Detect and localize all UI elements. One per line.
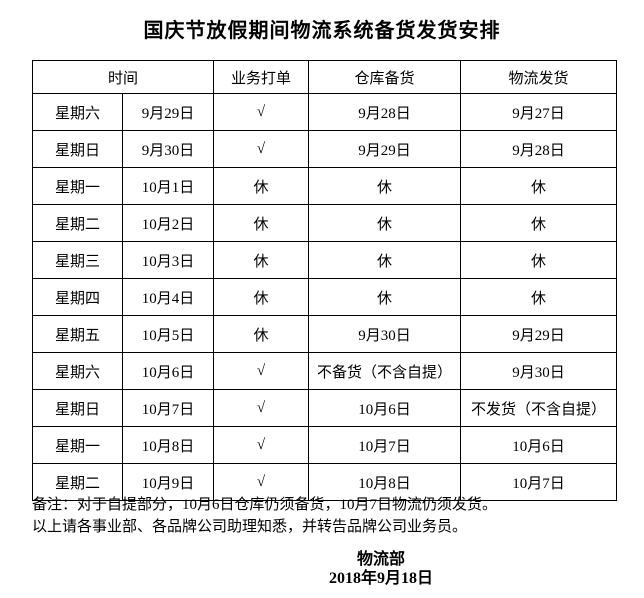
- order-cell: 休: [213, 278, 310, 316]
- day-cell: 星期一: [32, 167, 123, 205]
- header-cell-time: 时间: [31, 60, 215, 94]
- warehouse-cell: 不备货（不含自提）: [308, 352, 462, 390]
- warehouse-cell: 9月28日: [308, 93, 462, 131]
- order-cell: 休: [213, 167, 310, 205]
- date-cell: 10月9日: [121, 463, 215, 501]
- table-row: 星期日 9月30日 √ 9月29日 9月28日: [32, 130, 618, 168]
- shipping-cell: 9月27日: [460, 93, 618, 131]
- order-cell: 休: [213, 241, 310, 279]
- order-cell: √: [213, 352, 310, 390]
- date-cell: 10月6日: [121, 352, 215, 390]
- schedule-table: 时间 业务打单 仓库备货 物流发货 星期六 9月29日 √ 9月28日 9月27…: [31, 60, 618, 501]
- date-cell: 10月3日: [121, 241, 215, 279]
- day-cell: 星期五: [32, 315, 123, 353]
- header-cell-order: 业务打单: [213, 60, 310, 94]
- warehouse-cell: 休: [308, 241, 462, 279]
- signature-date: 2018年9月18日: [328, 570, 433, 587]
- table-row: 星期二 10月9日 √ 10月8日 10月7日: [32, 463, 618, 501]
- date-cell: 9月30日: [121, 130, 215, 168]
- order-cell: 休: [213, 315, 310, 353]
- warehouse-cell: 9月29日: [308, 130, 462, 168]
- table-row: 星期一 10月1日 休 休 休: [32, 167, 618, 205]
- header-cell-warehouse: 仓库备货: [308, 60, 462, 94]
- header-cell-shipping: 物流发货: [460, 60, 618, 94]
- order-cell: √: [213, 93, 310, 131]
- date-cell: 10月8日: [121, 426, 215, 464]
- warehouse-cell: 10月8日: [308, 463, 462, 501]
- order-cell: √: [213, 389, 310, 427]
- signature-block: 物流部 2018年9月18日: [259, 550, 503, 588]
- shipping-cell: 9月29日: [460, 315, 618, 353]
- order-cell: 休: [213, 204, 310, 242]
- remark-line-1: 备注：对于自提部分，10月6日仓库仍须备货，10月7日物流仍须发货。: [32, 497, 498, 513]
- order-cell: √: [213, 130, 310, 168]
- table-row: 星期二 10月2日 休 休 休: [32, 204, 618, 242]
- date-cell: 10月5日: [121, 315, 215, 353]
- day-cell: 星期六: [32, 352, 123, 390]
- table-row: 星期六 10月6日 √ 不备货（不含自提） 9月30日: [32, 352, 618, 390]
- warehouse-cell: 10月6日: [308, 389, 462, 427]
- warehouse-cell: 休: [308, 204, 462, 242]
- date-cell: 10月1日: [121, 167, 215, 205]
- shipping-cell: 休: [460, 204, 618, 242]
- table-row: 星期一 10月8日 √ 10月7日 10月6日: [32, 426, 618, 464]
- day-cell: 星期一: [32, 426, 123, 464]
- date-cell: 10月4日: [121, 278, 215, 316]
- table-row: 星期四 10月4日 休 休 休: [32, 278, 618, 316]
- shipping-cell: 10月7日: [460, 463, 618, 501]
- remarks-block: 备注：对于自提部分，10月6日仓库仍须备货，10月7日物流仍须发货。 以上请各事…: [32, 494, 622, 538]
- day-cell: 星期日: [32, 130, 123, 168]
- date-cell: 10月2日: [121, 204, 215, 242]
- shipping-cell: 10月6日: [460, 426, 618, 464]
- page-title: 国庆节放假期间物流系统备货发货安排: [143, 20, 501, 42]
- day-cell: 星期四: [32, 278, 123, 316]
- date-cell: 10月7日: [121, 389, 215, 427]
- shipping-cell: 休: [460, 167, 618, 205]
- day-cell: 星期三: [32, 241, 123, 279]
- table-row: 星期六 9月29日 √ 9月28日 9月27日: [32, 93, 618, 131]
- warehouse-cell: 休: [308, 167, 462, 205]
- warehouse-cell: 10月7日: [308, 426, 462, 464]
- shipping-cell: 9月28日: [460, 130, 618, 168]
- shipping-cell: 不发货（不含自提）: [460, 389, 618, 427]
- day-cell: 星期日: [32, 389, 123, 427]
- table-header-row: 时间 业务打单 仓库备货 物流发货: [31, 60, 618, 94]
- table-row: 星期日 10月7日 √ 10月6日 不发货（不含自提）: [32, 389, 618, 427]
- remark-line-2: 以上请各事业部、各品牌公司助理知悉，并转告品牌公司业务员。: [32, 519, 468, 535]
- warehouse-cell: 休: [308, 278, 462, 316]
- warehouse-cell: 9月30日: [308, 315, 462, 353]
- day-cell: 星期六: [32, 93, 123, 131]
- day-cell: 星期二: [32, 204, 123, 242]
- signature-department: 物流部: [356, 551, 405, 568]
- order-cell: √: [213, 426, 310, 464]
- date-cell: 9月29日: [121, 93, 215, 131]
- shipping-cell: 9月30日: [460, 352, 618, 390]
- shipping-cell: 休: [460, 278, 618, 316]
- table-row: 星期三 10月3日 休 休 休: [32, 241, 618, 279]
- shipping-cell: 休: [460, 241, 618, 279]
- table-row: 星期五 10月5日 休 9月30日 9月29日: [32, 315, 618, 353]
- day-cell: 星期二: [32, 463, 123, 501]
